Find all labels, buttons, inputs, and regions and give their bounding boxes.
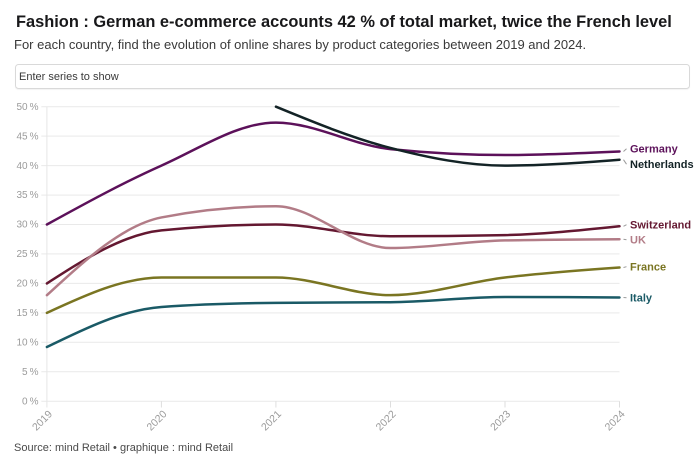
svg-text:France: France [630,262,666,274]
svg-text:2023: 2023 [488,408,513,433]
svg-text:10 %: 10 % [16,338,38,349]
svg-text:Germany: Germany [630,144,679,156]
svg-text:Switzerland: Switzerland [630,220,691,232]
svg-text:50 %: 50 % [16,102,38,113]
svg-text:2021: 2021 [259,408,284,433]
svg-text:30 %: 30 % [16,220,38,231]
svg-text:Netherlands: Netherlands [630,159,694,171]
svg-text:UK: UK [630,235,646,247]
svg-text:2022: 2022 [374,408,399,433]
svg-text:2020: 2020 [145,408,170,433]
svg-text:2019: 2019 [30,408,55,433]
svg-text:25 %: 25 % [16,249,38,260]
svg-text:5 %: 5 % [22,367,39,378]
svg-text:15 %: 15 % [16,308,38,319]
svg-text:45 %: 45 % [16,131,38,142]
svg-text:20 %: 20 % [16,279,38,290]
svg-text:40 %: 40 % [16,161,38,172]
svg-text:Italy: Italy [630,293,653,305]
svg-text:35 %: 35 % [16,190,38,201]
svg-text:2024: 2024 [603,408,628,433]
svg-text:0 %: 0 % [22,396,39,407]
